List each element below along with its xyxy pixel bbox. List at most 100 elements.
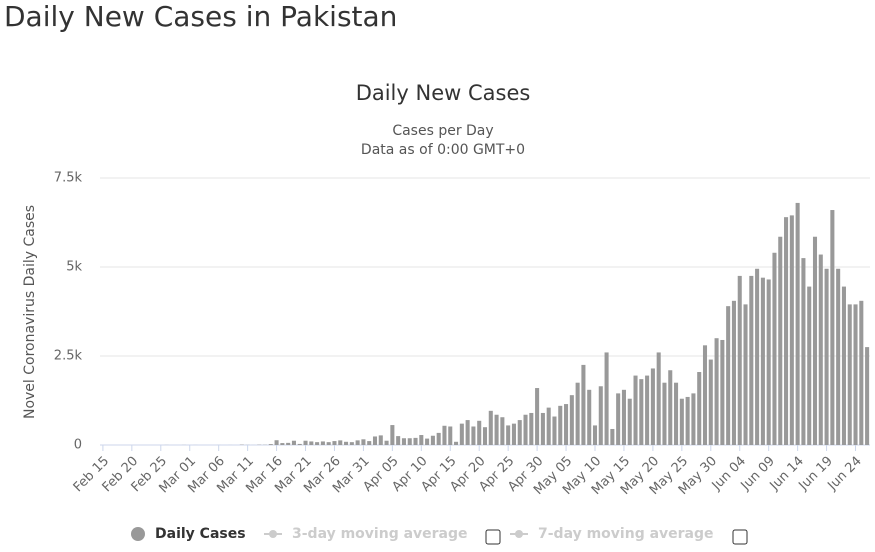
chart-title: Daily New Cases <box>356 81 531 105</box>
bar <box>401 438 406 445</box>
bar <box>494 414 499 445</box>
bar <box>338 440 343 445</box>
bar <box>789 215 794 445</box>
bar <box>604 352 609 445</box>
bar <box>807 286 812 445</box>
bar <box>378 435 383 445</box>
bar <box>853 304 858 445</box>
bar <box>569 395 574 445</box>
bar <box>859 300 864 445</box>
bar <box>708 359 713 445</box>
checkbox[interactable] <box>485 529 501 545</box>
bar <box>367 441 372 445</box>
bar <box>639 379 644 445</box>
bar <box>587 389 592 445</box>
legend-label[interactable]: 3-day moving average <box>292 526 468 542</box>
bar <box>685 396 690 445</box>
bar <box>315 442 320 445</box>
bar <box>564 404 569 445</box>
bar <box>592 425 598 445</box>
y-tick-label: 7.5k <box>54 171 83 186</box>
bar <box>349 442 354 445</box>
bar <box>616 393 621 445</box>
bar <box>610 428 615 445</box>
bar <box>540 412 545 445</box>
bar <box>529 412 534 445</box>
bar <box>454 441 459 445</box>
bar <box>425 438 430 445</box>
bar <box>801 258 806 445</box>
bar <box>465 420 470 445</box>
bar <box>674 382 679 445</box>
legend-marker <box>269 530 277 538</box>
bar <box>384 440 389 445</box>
bar <box>280 443 285 445</box>
bar <box>303 440 308 445</box>
bar <box>749 275 754 445</box>
bar <box>268 444 273 445</box>
bar <box>326 442 331 445</box>
bar <box>535 388 540 445</box>
bar <box>865 347 870 445</box>
legend-marker <box>515 530 523 538</box>
bar <box>702 345 708 445</box>
legend-label[interactable]: 7-day moving average <box>538 526 714 542</box>
bar <box>575 382 580 445</box>
bar <box>645 375 650 445</box>
bar <box>419 435 424 445</box>
bar <box>772 252 777 445</box>
y-tick-label: 2.5k <box>54 349 83 364</box>
bar <box>581 364 586 445</box>
bar <box>558 405 563 445</box>
chart-subtitle: Data as of 0:00 GMT+0 <box>361 142 525 158</box>
bar <box>396 436 401 445</box>
bar <box>511 423 516 445</box>
bar <box>332 441 337 445</box>
bar <box>286 442 291 445</box>
bar <box>598 386 603 445</box>
bar <box>390 425 395 445</box>
bar <box>662 382 667 445</box>
bar <box>407 438 412 445</box>
bar <box>552 416 557 445</box>
page-title: Daily New Cases in Pakistan <box>4 0 397 33</box>
bar <box>633 375 638 445</box>
bar <box>836 268 841 445</box>
legend-label[interactable]: Daily Cases <box>155 526 246 542</box>
bar <box>344 441 349 445</box>
bar <box>274 440 279 445</box>
bar <box>430 435 435 445</box>
bar <box>841 286 846 445</box>
bar <box>784 217 789 445</box>
bar <box>668 370 673 445</box>
bar <box>320 441 325 445</box>
bar <box>760 277 765 445</box>
bar <box>726 306 731 445</box>
bar <box>546 407 551 445</box>
bar <box>691 393 696 445</box>
legend-marker <box>131 527 145 541</box>
bar <box>755 268 760 445</box>
bar <box>627 398 632 445</box>
bar <box>656 352 661 445</box>
bar <box>291 440 296 445</box>
bar <box>743 304 748 445</box>
bar <box>361 439 366 445</box>
bar <box>517 420 522 445</box>
y-tick-label: 0 <box>74 438 82 453</box>
bar <box>482 427 488 445</box>
bar <box>297 443 302 445</box>
bar <box>847 304 852 445</box>
bar <box>488 410 493 445</box>
bar <box>830 210 835 445</box>
bar <box>355 440 360 445</box>
bar <box>697 372 702 445</box>
y-axis-label: Novel Coronavirus Daily Cases <box>22 205 38 419</box>
bar <box>766 279 771 445</box>
bar <box>372 436 378 445</box>
y-tick-label: 5k <box>66 260 82 275</box>
bar <box>448 426 453 445</box>
checkbox[interactable] <box>732 529 748 545</box>
